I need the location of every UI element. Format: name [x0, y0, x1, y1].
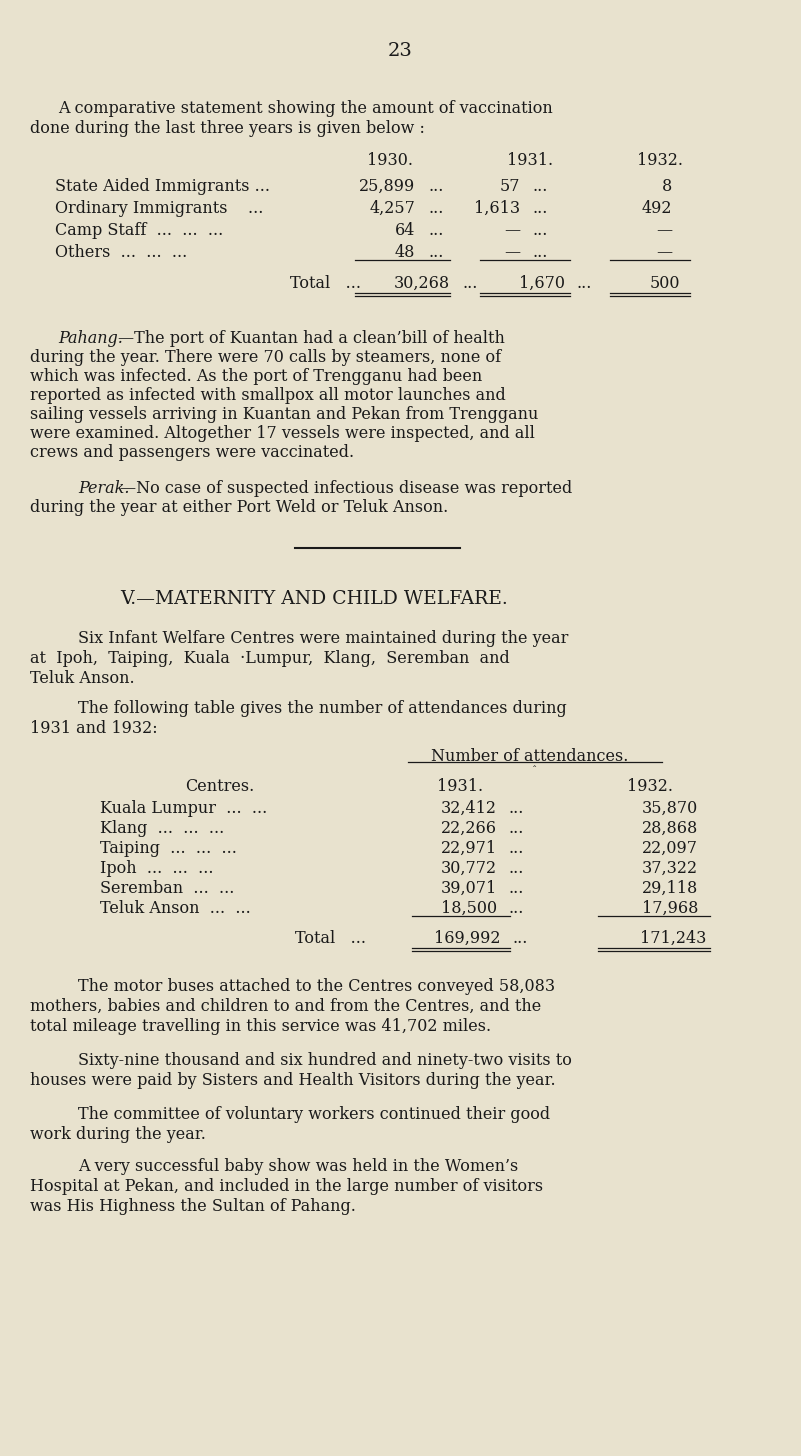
- Text: ...: ...: [509, 879, 525, 897]
- Text: Ipoh  ...  ...  ...: Ipoh ... ... ...: [100, 860, 214, 877]
- Text: —: —: [504, 221, 520, 239]
- Text: which was infected. As the port of Trengganu had been: which was infected. As the port of Treng…: [30, 368, 482, 384]
- Text: 23: 23: [388, 42, 413, 60]
- Text: Hospital at Pekan, and included in the large number of visitors: Hospital at Pekan, and included in the l…: [30, 1178, 543, 1195]
- Text: Kuala Lumpur  ...  ...: Kuala Lumpur ... ...: [100, 799, 268, 817]
- Text: A comparative statement showing the amount of vaccination: A comparative statement showing the amou…: [58, 100, 553, 116]
- Text: at  Ipoh,  Taiping,  Kuala  ·Lumpur,  Klang,  Seremban  and: at Ipoh, Taiping, Kuala ·Lumpur, Klang, …: [30, 649, 509, 667]
- Text: V.—MATERNITY AND CHILD WELFARE.: V.—MATERNITY AND CHILD WELFARE.: [120, 590, 508, 609]
- Text: 1,613: 1,613: [474, 199, 520, 217]
- Text: 28,868: 28,868: [642, 820, 698, 837]
- Text: 17,968: 17,968: [642, 900, 698, 917]
- Text: ...: ...: [428, 199, 444, 217]
- Text: The motor buses attached to the Centres conveyed 58,083: The motor buses attached to the Centres …: [78, 978, 555, 994]
- Text: State Aided Immigrants ...: State Aided Immigrants ...: [55, 178, 270, 195]
- Text: ...: ...: [532, 221, 547, 239]
- Text: —: —: [504, 245, 520, 261]
- Text: Camp Staff  ...  ...  ...: Camp Staff ... ... ...: [55, 221, 223, 239]
- Text: 32,412: 32,412: [441, 799, 497, 817]
- Text: was His Highness the Sultan of Pahang.: was His Highness the Sultan of Pahang.: [30, 1198, 356, 1214]
- Text: 1931 and 1932:: 1931 and 1932:: [30, 721, 158, 737]
- Text: 1932.: 1932.: [637, 151, 683, 169]
- Text: Ordinary Immigrants    ...: Ordinary Immigrants ...: [55, 199, 264, 217]
- Text: ‸: ‸: [533, 759, 537, 767]
- Text: 22,266: 22,266: [441, 820, 497, 837]
- Text: 22,971: 22,971: [441, 840, 497, 858]
- Text: ...: ...: [462, 275, 477, 293]
- Text: sailing vessels arriving in Kuantan and Pekan from Trengganu: sailing vessels arriving in Kuantan and …: [30, 406, 538, 424]
- Text: Centres.: Centres.: [185, 778, 254, 795]
- Text: mothers, babies and children to and from the Centres, and the: mothers, babies and children to and from…: [30, 997, 541, 1015]
- Text: Pahang.: Pahang.: [58, 331, 123, 347]
- Text: 37,322: 37,322: [642, 860, 698, 877]
- Text: 22,097: 22,097: [642, 840, 698, 858]
- Text: ...: ...: [532, 178, 547, 195]
- Text: Six Infant Welfare Centres were maintained during the year: Six Infant Welfare Centres were maintain…: [78, 630, 569, 646]
- Text: Total   ...: Total ...: [295, 930, 366, 946]
- Text: 18,500: 18,500: [441, 900, 497, 917]
- Text: 169,992: 169,992: [433, 930, 500, 946]
- Text: ...: ...: [509, 799, 525, 817]
- Text: Perak.: Perak.: [78, 480, 130, 496]
- Text: ...: ...: [532, 245, 547, 261]
- Text: ...: ...: [509, 900, 525, 917]
- Text: ...: ...: [509, 820, 525, 837]
- Text: The following table gives the number of attendances during: The following table gives the number of …: [78, 700, 567, 716]
- Text: total mileage travelling in this service was 41,702 miles.: total mileage travelling in this service…: [30, 1018, 491, 1035]
- Text: 1931.: 1931.: [507, 151, 553, 169]
- Text: Number of attendances.: Number of attendances.: [431, 748, 629, 764]
- Text: ...: ...: [428, 178, 444, 195]
- Text: 8: 8: [662, 178, 672, 195]
- Text: ...: ...: [577, 275, 593, 293]
- Text: —: —: [656, 221, 672, 239]
- Text: Teluk Anson  ...  ...: Teluk Anson ... ...: [100, 900, 251, 917]
- Text: done during the last three years is given below :: done during the last three years is give…: [30, 119, 425, 137]
- Text: Seremban  ...  ...: Seremban ... ...: [100, 879, 235, 897]
- Text: 48: 48: [395, 245, 415, 261]
- Text: —: —: [656, 245, 672, 261]
- Text: 1932.: 1932.: [627, 778, 673, 795]
- Text: 25,899: 25,899: [359, 178, 415, 195]
- Text: ...: ...: [512, 930, 527, 946]
- Text: Teluk Anson.: Teluk Anson.: [30, 670, 135, 687]
- Text: work during the year.: work during the year.: [30, 1125, 206, 1143]
- Text: during the year. There were 70 calls by steamers, none of: during the year. There were 70 calls by …: [30, 349, 501, 365]
- Text: ...: ...: [532, 199, 547, 217]
- Text: 492: 492: [642, 199, 672, 217]
- Text: 1930.: 1930.: [367, 151, 413, 169]
- Text: houses were paid by Sisters and Health Visitors during the year.: houses were paid by Sisters and Health V…: [30, 1072, 556, 1089]
- Text: 1,670: 1,670: [519, 275, 565, 293]
- Text: ...: ...: [509, 860, 525, 877]
- Text: 64: 64: [395, 221, 415, 239]
- Text: —No case of suspected infectious disease was reported: —No case of suspected infectious disease…: [120, 480, 572, 496]
- Text: 4,257: 4,257: [369, 199, 415, 217]
- Text: crews and passengers were vaccinated.: crews and passengers were vaccinated.: [30, 444, 354, 462]
- Text: 500: 500: [650, 275, 680, 293]
- Text: were examined. Altogether 17 vessels were inspected, and all: were examined. Altogether 17 vessels wer…: [30, 425, 535, 443]
- Text: reported as infected with smallpox all motor launches and: reported as infected with smallpox all m…: [30, 387, 505, 403]
- Text: —The port of Kuantan had a clean’bill of health: —The port of Kuantan had a clean’bill of…: [118, 331, 505, 347]
- Text: The committee of voluntary workers continued their good: The committee of voluntary workers conti…: [78, 1107, 550, 1123]
- Text: Klang  ...  ...  ...: Klang ... ... ...: [100, 820, 224, 837]
- Text: during the year at either Port Weld or Teluk Anson.: during the year at either Port Weld or T…: [30, 499, 449, 515]
- Text: 1931.: 1931.: [437, 778, 483, 795]
- Text: 171,243: 171,243: [640, 930, 706, 946]
- Text: ...: ...: [428, 221, 444, 239]
- Text: 30,772: 30,772: [441, 860, 497, 877]
- Text: 57: 57: [500, 178, 520, 195]
- Text: Taiping  ...  ...  ...: Taiping ... ... ...: [100, 840, 237, 858]
- Text: ...: ...: [428, 245, 444, 261]
- Text: Sixty-nine thousand and six hundred and ninety-two visits to: Sixty-nine thousand and six hundred and …: [78, 1053, 572, 1069]
- Text: Total   ...: Total ...: [290, 275, 361, 293]
- Text: Others  ...  ...  ...: Others ... ... ...: [55, 245, 187, 261]
- Text: 39,071: 39,071: [441, 879, 497, 897]
- Text: 29,118: 29,118: [642, 879, 698, 897]
- Text: A very successful baby show was held in the Women’s: A very successful baby show was held in …: [78, 1158, 518, 1175]
- Text: 30,268: 30,268: [394, 275, 450, 293]
- Text: 35,870: 35,870: [642, 799, 698, 817]
- Text: ...: ...: [509, 840, 525, 858]
